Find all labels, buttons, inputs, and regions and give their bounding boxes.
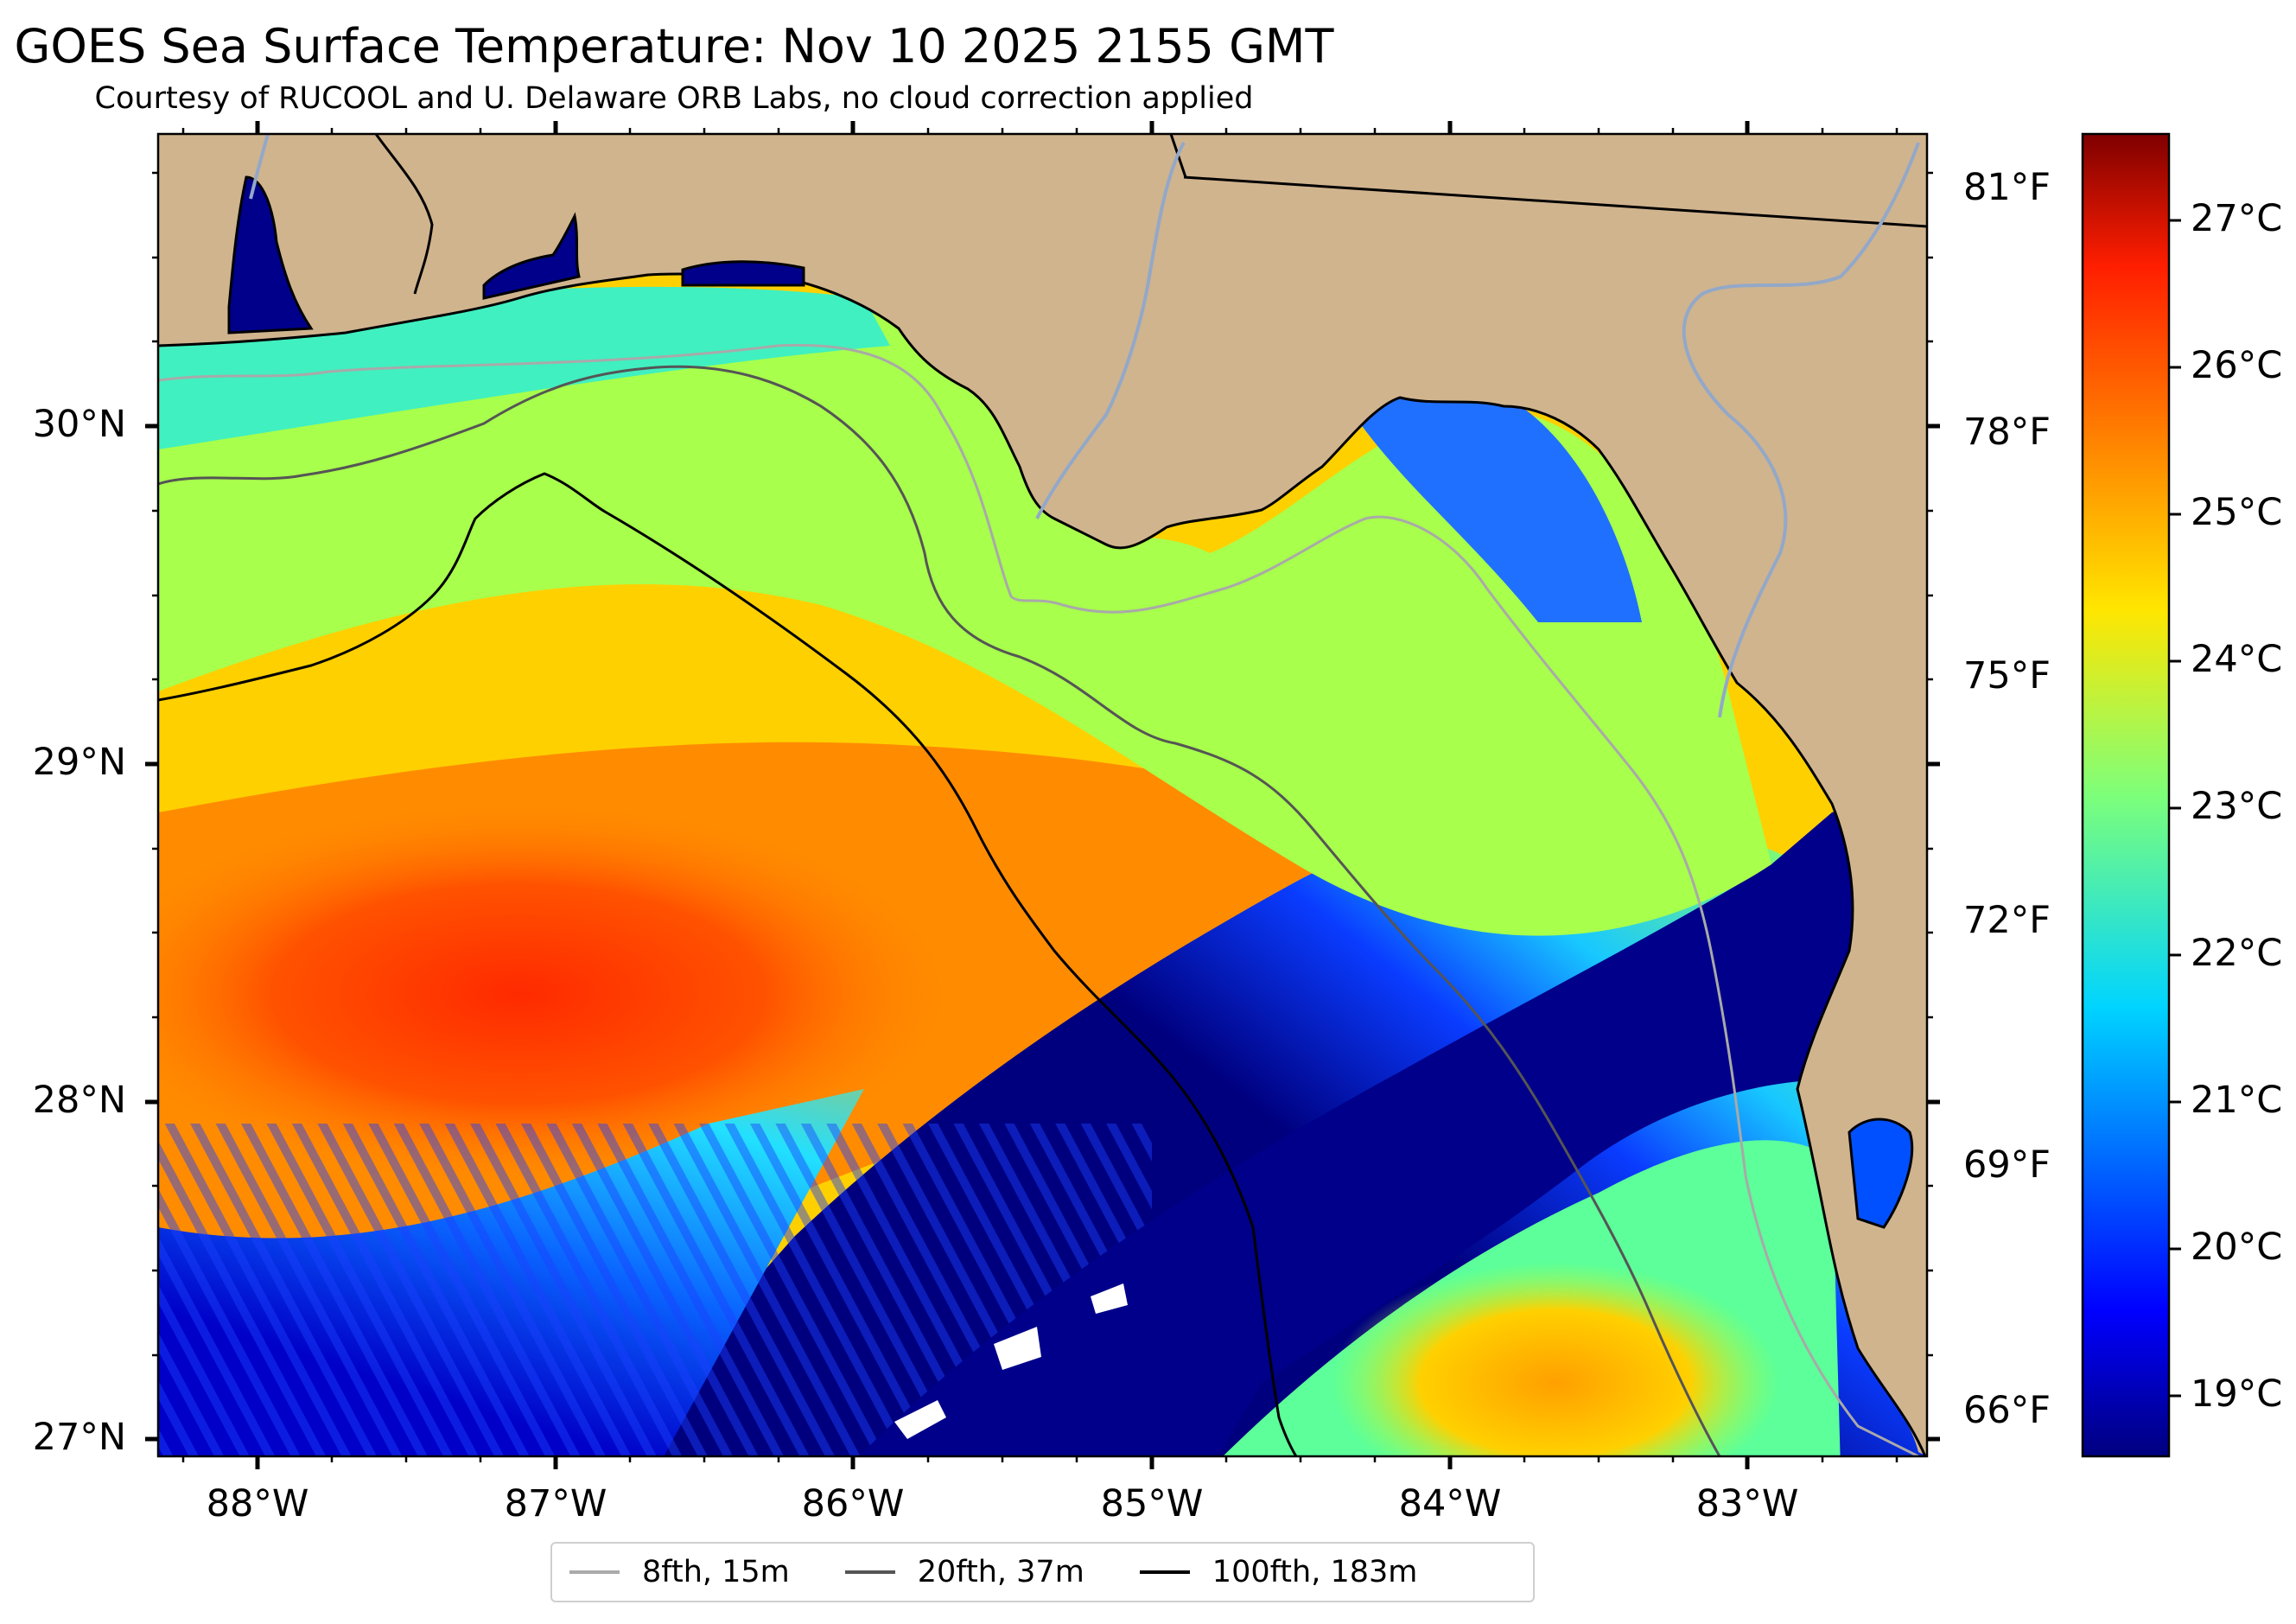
river [249, 134, 270, 200]
fahrenheit-label-72: 72°F [1963, 899, 2051, 942]
choctawhatchee-bay [681, 260, 805, 287]
lat-label-27: 27°N [32, 1416, 126, 1459]
lat-label-30: 30°N [32, 403, 126, 446]
fahrenheit-label-81: 81°F [1963, 166, 2051, 209]
colorbar-label-24c: 24°C [2191, 638, 2283, 681]
lon-label-83: 83°W [1695, 1482, 1799, 1525]
legend-label-100fth: 100fth, 183m [1212, 1555, 1418, 1589]
fahrenheit-label-78: 78°F [1963, 411, 2051, 454]
lat-label-28: 28°N [32, 1079, 126, 1122]
legend-line-100fth [1139, 1570, 1190, 1574]
colorbar-label-26c: 26°C [2191, 344, 2283, 387]
fahrenheit-label-69: 69°F [1963, 1143, 2051, 1187]
lon-label-84: 84°W [1398, 1482, 1502, 1525]
isobath-legend: 8fth, 15m 20fth, 37m 100fth, 183m [550, 1542, 1535, 1602]
land-area [158, 134, 1927, 1456]
lon-label-85: 85°W [1100, 1482, 1204, 1525]
isobath-8fth [158, 343, 1919, 1456]
sst-east-cool [1348, 386, 1642, 622]
fahrenheit-label-75: 75°F [1963, 654, 2051, 697]
river [1682, 142, 1920, 718]
cloud-patch [1091, 1283, 1128, 1314]
river [1035, 142, 1186, 519]
colorbar [2081, 132, 2171, 1458]
legend-label-8fth: 8fth, 15m [642, 1555, 790, 1589]
isobath-20fth [158, 365, 1721, 1456]
legend-line-8fth [569, 1570, 620, 1574]
legend-line-20fth [844, 1570, 895, 1574]
cloud-patch [894, 1400, 946, 1439]
sst-cold-region [859, 778, 1927, 1456]
colorbar-label-19c: 19°C [2191, 1372, 2283, 1416]
colorbar-ticks [2169, 219, 2181, 1398]
legend-item-20fth: 20fth, 37m [844, 1555, 1084, 1589]
colorbar-label-22c: 22°C [2191, 932, 2283, 975]
sst-shelf-green [158, 292, 1771, 936]
state-border [1183, 175, 1927, 228]
mobile-bay [227, 175, 314, 334]
major-ticks [145, 121, 1940, 1469]
lon-label-87: 87°W [504, 1482, 607, 1525]
colorbar-label-20c: 20°C [2191, 1226, 2283, 1269]
cloud-patch [994, 1327, 1041, 1370]
pensacola-bay [482, 212, 581, 300]
lon-label-88: 88°W [206, 1482, 309, 1525]
colorbar-label-27c: 27°C [2191, 197, 2283, 240]
map-subtitle: Courtesy of RUCOOL and U. Delaware ORB L… [94, 81, 1254, 116]
sst-warm-core [158, 795, 968, 1193]
map-frame [156, 132, 1929, 1458]
legend-item-8fth: 8fth, 15m [569, 1555, 790, 1589]
colorbar-label-21c: 21°C [2191, 1079, 2283, 1122]
tampa-bay [1848, 1118, 1914, 1229]
minor-ticks [152, 128, 1933, 1462]
lat-label-29: 29°N [32, 741, 126, 784]
map-title: GOES Sea Surface Temperature: Nov 10 202… [14, 19, 1334, 73]
legend-item-100fth: 100fth, 183m [1139, 1555, 1418, 1589]
lon-label-86: 86°W [801, 1482, 905, 1525]
colorbar-label-23c: 23°C [2191, 785, 2283, 828]
fahrenheit-label-66: 66°F [1963, 1389, 2051, 1432]
isobath-100fth [158, 472, 1298, 1456]
sst-map [158, 134, 1927, 1456]
colorbar-label-25c: 25°C [2191, 491, 2283, 534]
state-border [374, 134, 434, 295]
sst-se-warm [1331, 1262, 1780, 1456]
legend-label-20fth: 20fth, 37m [917, 1555, 1084, 1589]
